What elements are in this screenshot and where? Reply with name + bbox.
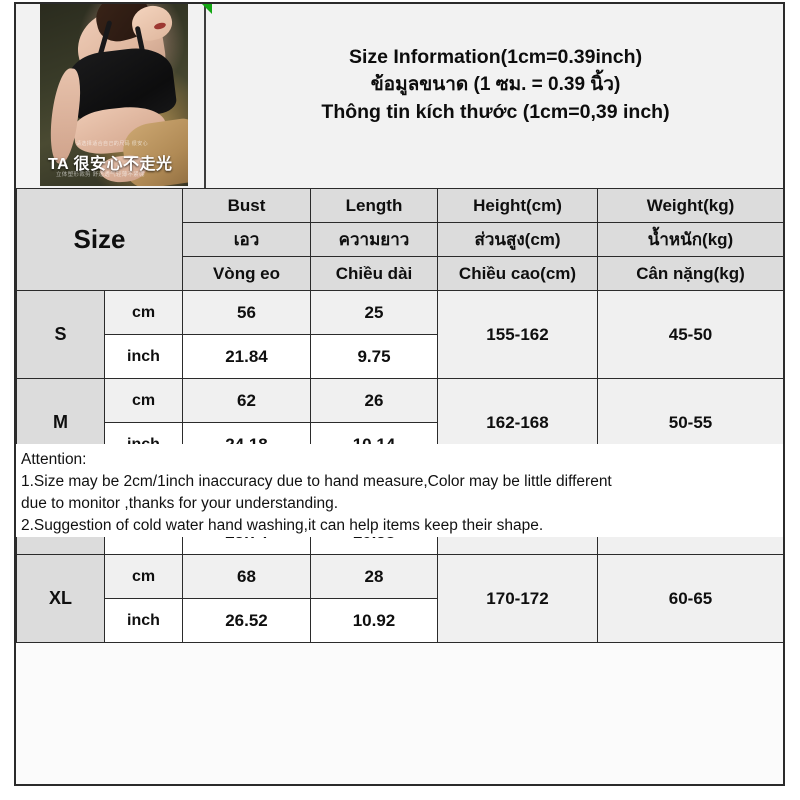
cell-bust-cm: 62 [182,378,311,423]
unit-label-cm: cm [104,290,183,335]
row-size-label-s: S [16,290,105,379]
table-header-row-vietnamese: Vòng eo Chiều dài Chiều cao(cm) Cân nặng… [17,256,784,291]
table-row: inch 26.52 10.92 [17,598,784,643]
cell-length-cm: 25 [310,290,438,335]
cell-height: 155-162 [437,290,598,379]
header-bust-vi: Vòng eo [182,256,311,291]
table-header-row-thai: เอว ความยาว ส่วนสูง(cm) น้ำหนัก(kg) [17,222,784,257]
cell-length-inch: 9.75 [310,334,438,379]
table-row: inch 21.84 9.75 [17,334,784,379]
header-height-th: ส่วนสูง(cm) [437,222,598,257]
cell-weight: 45-50 [597,290,784,379]
product-photo: 请选择适合自己的尺码 很安心 TA 很安心不走光 立体塑形裁剪 舒适透气轻薄不紧… [40,4,188,186]
cell-bust-inch: 21.84 [182,334,311,379]
photo-divider [204,4,206,188]
row-size-label-xl: XL [16,554,105,643]
cell-bust-inch: 26.52 [182,598,311,643]
header-length-vi: Chiều dài [310,256,438,291]
header-weight-vi: Cân nặng(kg) [597,256,784,291]
cell-length-inch: 10.92 [310,598,438,643]
title-line-english: Size Information(1cm=0.39inch) [348,46,643,68]
cell-bust-cm: 68 [182,554,311,599]
attention-line-3: 2.Suggestion of cold water hand washing,… [21,517,544,534]
table-row: XL cm 68 28 170-172 60-65 [16,554,784,643]
header-bust-en: Bust [182,188,311,223]
photo-overlay-bottom-text: 立体塑形裁剪 舒适透气轻薄不紧绷 [56,172,145,178]
attention-line-1: 1.Size may be 2cm/1inch inaccuracy due t… [21,473,612,490]
cell-bust-cm: 56 [182,290,311,335]
unit-label-inch: inch [104,334,183,379]
header-length-en: Length [310,188,438,223]
attention-block: Attention: 1.Size may be 2cm/1inch inacc… [16,444,783,537]
cell-height: 170-172 [437,554,598,643]
header-length-th: ความยาว [310,222,438,257]
green-corner-marker-icon [202,4,212,14]
header-weight-en: Weight(kg) [597,188,784,223]
unit-label-cm: cm [104,554,183,599]
title-block: Size Information(1cm=0.39inch) ข้อมูลขนา… [208,4,783,188]
photo-overlay-headline: TA 很安心不走光 [48,156,173,173]
header-bust-th: เอว [182,222,311,257]
header-band: 请选择适合自己的尺码 很安心 TA 很安心不走光 立体塑形裁剪 舒适透气轻薄不紧… [16,4,783,188]
header-height-vi: Chiều cao(cm) [437,256,598,291]
size-table: Size Bust Length Height(cm) Weight(kg) เ… [16,188,784,643]
title-line-thai: ข้อมูลขนาด (1 ซม. = 0.39 นิ้ว) [370,73,621,95]
table-row: S cm 56 25 155-162 45-50 [16,290,784,379]
cell-length-cm: 28 [310,554,438,599]
unit-label-inch: inch [104,598,183,643]
attention-heading: Attention: [21,451,87,468]
cell-length-cm: 26 [310,378,438,423]
header-size-label: Size [16,188,183,291]
cell-weight: 60-65 [597,554,784,643]
chart-frame: 请选择适合自己的尺码 很安心 TA 很安心不走光 立体塑形裁剪 舒适透气轻薄不紧… [14,2,785,786]
title-line-vietnamese: Thông tin kích thước (1cm=0,39 inch) [321,100,670,123]
table-row: M cm 62 26 162-168 50-55 [16,378,784,467]
table-header-row-english: Size Bust Length Height(cm) Weight(kg) [16,188,784,291]
header-height-en: Height(cm) [437,188,598,223]
header-weight-th: น้ำหนัก(kg) [597,222,784,257]
attention-line-2: due to monitor ,thanks for your understa… [21,495,339,512]
photo-overlay-top-text: 请选择适合自己的尺码 很安心 [76,141,148,147]
unit-label-cm: cm [104,378,183,423]
